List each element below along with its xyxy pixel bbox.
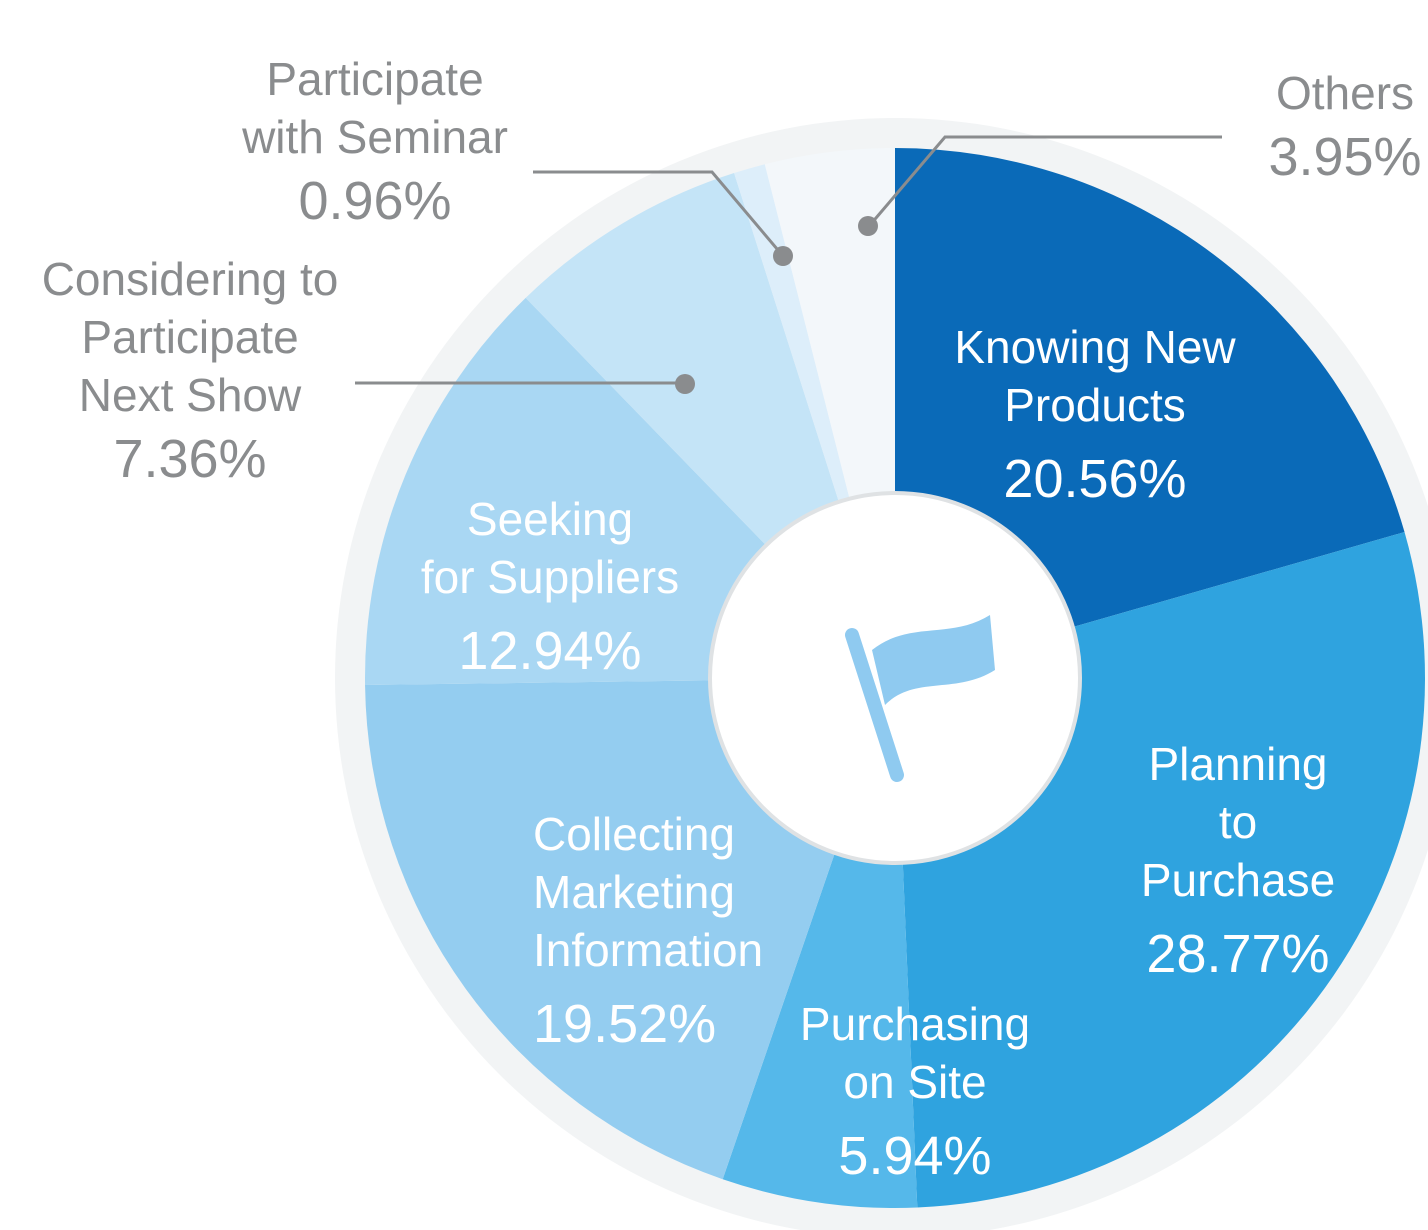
category-label: Participate with Seminar	[242, 53, 508, 163]
value-label: 28.77%	[1146, 924, 1330, 984]
slice-label: Collecting Marketing Information 19.52%	[533, 805, 763, 1059]
leader-line	[868, 135, 1222, 226]
leader-dot	[675, 374, 695, 394]
slice-label: Knowing New Products 20.56%	[954, 318, 1235, 514]
slice-label: Participate with Seminar 0.96%	[242, 50, 508, 236]
flag-pole	[845, 628, 904, 782]
slice-label: Planning to Purchase 28.77%	[1141, 735, 1335, 989]
value-label: 0.96%	[298, 171, 452, 231]
category-label: Purchasing on Site	[799, 998, 1031, 1108]
value-label: 7.36%	[113, 429, 267, 489]
category-label: Others	[1275, 67, 1415, 119]
value-label: 12.94%	[458, 621, 642, 681]
leaders	[355, 135, 1222, 385]
value-label: 3.95%	[1268, 127, 1422, 187]
value-label: 19.52%	[533, 994, 717, 1054]
flag	[872, 615, 995, 705]
slice-label: Considering to Participate Next Show 7.36…	[42, 250, 339, 494]
slice-label: Others 3.95%	[1268, 64, 1421, 192]
category-label: Collecting Marketing Information	[533, 808, 764, 976]
slice-label: Seeking for Suppliers 12.94%	[421, 490, 679, 686]
category-label: Knowing New Products	[954, 321, 1236, 431]
value-label: 20.56%	[1003, 449, 1187, 509]
leader-line	[533, 170, 785, 257]
leader-dot	[858, 216, 878, 236]
category-label: Planning to Purchase	[1140, 738, 1336, 906]
category-label: Considering to Participate Next Show	[41, 253, 339, 421]
value-label: 5.94%	[838, 1126, 992, 1186]
slice-label: Purchasing on Site 5.94%	[800, 995, 1030, 1191]
category-label: Seeking for Suppliers	[420, 493, 680, 603]
leader-dot	[773, 246, 793, 266]
